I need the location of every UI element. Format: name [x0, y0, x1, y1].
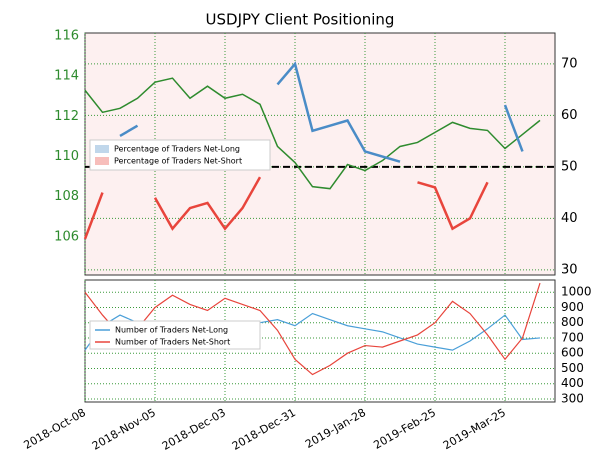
y2-tick-label: 60: [561, 108, 578, 123]
legend-swatch: [95, 145, 109, 153]
legend-swatch: [95, 157, 109, 165]
y-tick-label: 112: [54, 109, 79, 124]
y-tick-label: 108: [54, 189, 79, 204]
x-tick-label: 2019-Mar-25: [441, 406, 508, 452]
x-tick-label: 2018-Oct-08: [22, 406, 88, 452]
y-tick-label: 116: [54, 29, 79, 44]
x-tick-label: 2019-Feb-25: [371, 406, 438, 452]
y-tick-label: 700: [561, 330, 584, 344]
legend-label: Percentage of Traders Net-Short: [114, 157, 242, 166]
y2-tick-label: 50: [561, 159, 578, 174]
y-tick-label: 400: [561, 376, 584, 390]
y-tick-label: 500: [561, 361, 584, 375]
y-tick-label: 114: [54, 69, 79, 84]
legend-label: Number of Traders Net-Long: [115, 326, 228, 335]
x-tick-label: 2018-Dec-03: [160, 406, 228, 453]
legend-label: Number of Traders Net-Short: [115, 338, 230, 347]
line: [84, 77, 541, 190]
legend-box: [89, 139, 271, 171]
y-tick-label: 110: [54, 149, 79, 164]
x-tick-label: 2018-Nov-05: [90, 406, 158, 453]
legend-box: [89, 320, 261, 350]
line: [119, 61, 524, 163]
y-tick-label: 800: [561, 315, 584, 329]
line: [84, 282, 541, 376]
x-tick-label: 2019-Jan-28: [303, 406, 368, 451]
y-tick-label: 1000: [561, 285, 592, 299]
y2-tick-label: 40: [561, 211, 578, 226]
y2-tick-label: 30: [561, 262, 578, 277]
chart-title: USDJPY Client Positioning: [206, 11, 395, 29]
y2-tick-label: 70: [561, 56, 578, 71]
legend-label: Percentage of Traders Net-Long: [114, 145, 240, 154]
y-tick-label: 600: [561, 346, 584, 360]
x-tick-label: 2018-Dec-31: [230, 406, 298, 453]
y-tick-label: 300: [561, 391, 584, 405]
y-tick-label: 106: [54, 229, 79, 244]
y-tick-label: 900: [561, 300, 584, 314]
